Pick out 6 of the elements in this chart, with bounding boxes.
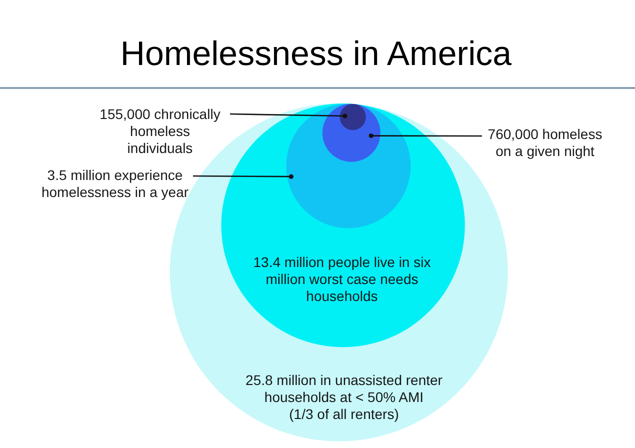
data-label: 760,000 [488, 126, 538, 142]
data-label: 25.8 million [246, 372, 316, 388]
data-label: 3.5 million [47, 166, 110, 182]
data-label: 13.4 million [253, 254, 324, 270]
data-label: 155,000 [100, 106, 150, 122]
text: Homelessness in America [120, 35, 512, 73]
